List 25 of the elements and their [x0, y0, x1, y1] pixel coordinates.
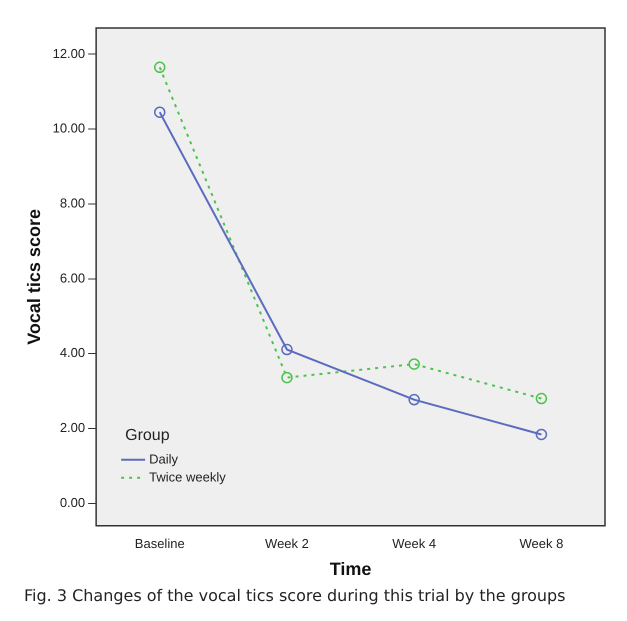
x-tick-label: Week 8 — [519, 536, 564, 552]
point — [281, 372, 293, 384]
x-tick-label: Week 4 — [392, 536, 436, 552]
point — [154, 62, 166, 74]
point — [281, 344, 293, 356]
y-tick-label: 6.00 — [60, 270, 86, 286]
legend-label: Twice weekly — [149, 469, 226, 484]
legend-title: Group — [125, 427, 170, 444]
point — [536, 392, 548, 404]
legend-label: Daily — [149, 451, 179, 466]
x-axis-title: Time — [330, 559, 372, 580]
x-tick-label: Week 2 — [265, 536, 309, 552]
point — [408, 358, 420, 370]
y-tick-label: 0.00 — [60, 494, 86, 510]
x-tick-label: Baseline — [134, 536, 185, 552]
point — [154, 106, 166, 118]
y-tick-label: 12.00 — [52, 46, 86, 61]
point — [408, 394, 420, 406]
point — [536, 428, 548, 440]
caption: Fig. 3 Changes of the vocal tics score during this trial by the groups — [24, 586, 566, 605]
y-tick-label: 8.00 — [60, 195, 86, 210]
y-tick-label: 2.00 — [60, 420, 86, 436]
y-axis-title: Vocal tics score — [24, 209, 44, 345]
y-tick-label: 4.00 — [60, 345, 86, 360]
y-tick-label: 10.00 — [52, 120, 86, 136]
